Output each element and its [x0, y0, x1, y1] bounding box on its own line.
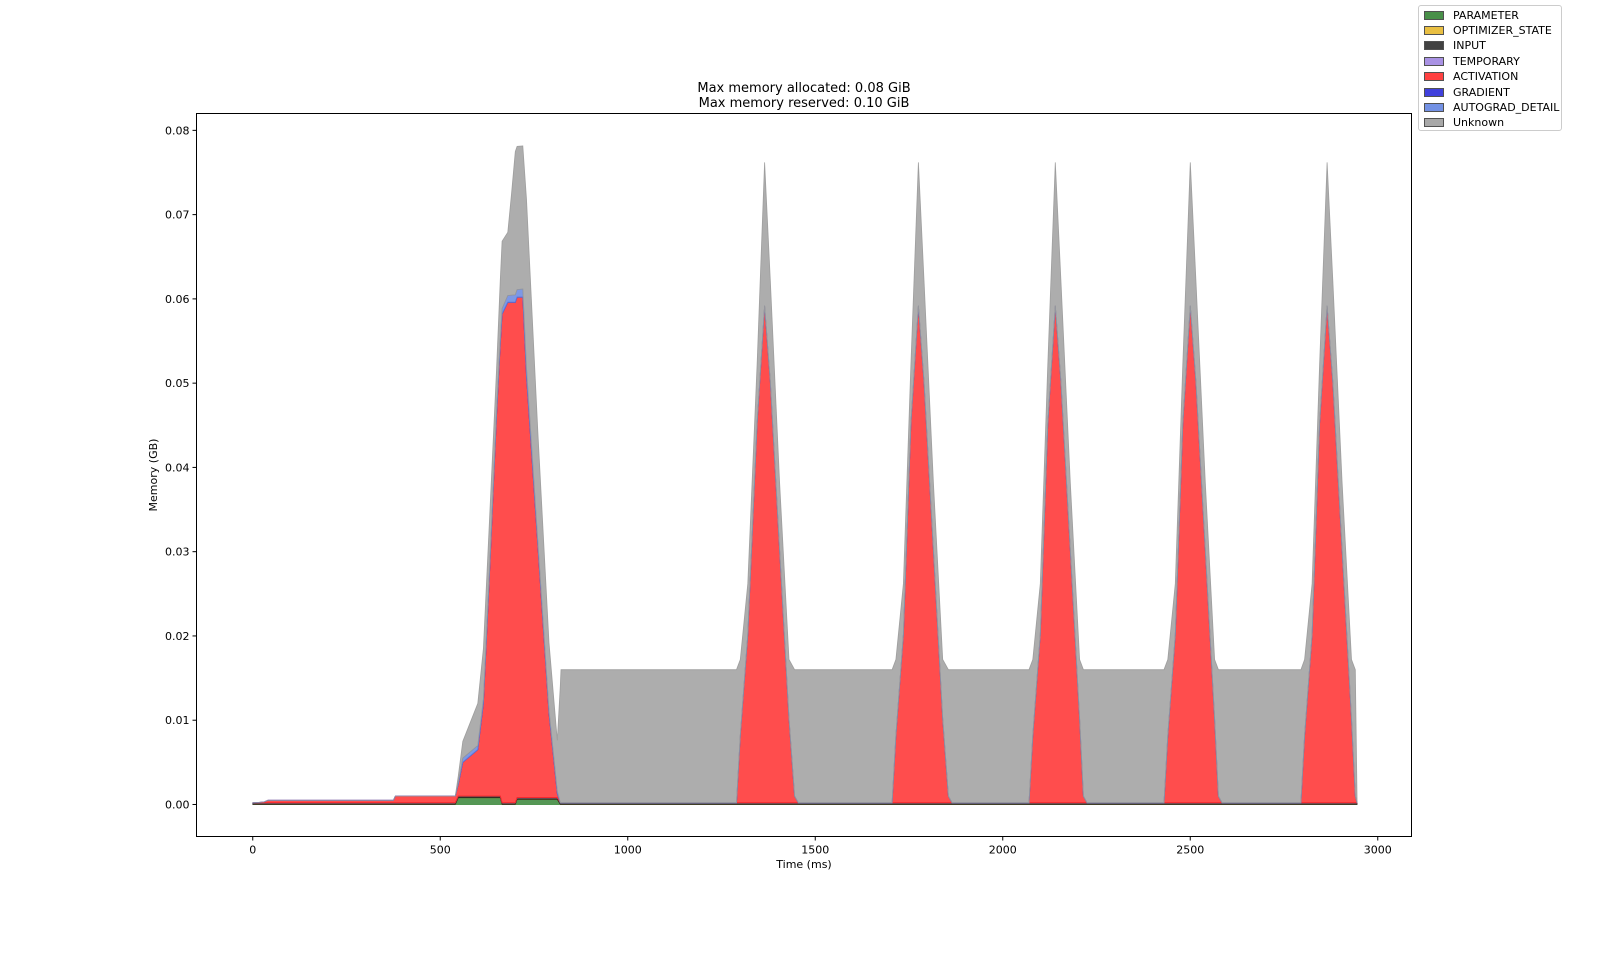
- legend-label: TEMPORARY: [1453, 54, 1520, 68]
- legend-label: Unknown: [1453, 116, 1505, 130]
- y-tick-label: 0.08: [165, 124, 190, 137]
- legend-swatch: [1424, 87, 1444, 97]
- y-tick-label: 0.05: [165, 377, 190, 390]
- legend-label: PARAMETER: [1453, 8, 1519, 22]
- chart-title-allocated: Max memory allocated: 0.08 GiB: [697, 81, 911, 96]
- y-tick-label: 0.06: [165, 293, 190, 306]
- x-axis-title: Time (ms): [775, 858, 831, 871]
- legend-swatch: [1424, 72, 1444, 82]
- x-tick-label: 3000: [1364, 844, 1392, 857]
- y-axis-ticks: 0.00 0.01 0.02 0.03 0.04 0.05 0.06 0.07 0.08: [165, 124, 197, 811]
- x-tick-label: 1000: [614, 844, 642, 857]
- y-tick-label: 0.02: [165, 630, 190, 643]
- legend-item-parameter: PARAMETER: [1424, 8, 1519, 22]
- legend-swatch: [1424, 102, 1444, 112]
- area-series-unknown: [252, 145, 1358, 804]
- x-tick-label: 0: [249, 844, 256, 857]
- plot-frame: [196, 113, 1412, 837]
- legend-swatch: [1424, 118, 1444, 128]
- legend-swatch: [1424, 41, 1444, 51]
- legend-item-gradient: GRADIENT: [1424, 85, 1510, 99]
- legend-item-optimizer-state: OPTIMIZER_STATE: [1424, 23, 1552, 37]
- legend-item-input: INPUT: [1424, 39, 1486, 53]
- legend-label: OPTIMIZER_STATE: [1453, 23, 1552, 37]
- legend-item-activation: ACTIVATION: [1424, 70, 1518, 84]
- legend-item-autograd-detail: AUTOGRAD_DETAIL: [1424, 100, 1559, 114]
- legend-swatch: [1424, 56, 1444, 66]
- legend-label: GRADIENT: [1453, 85, 1510, 99]
- y-tick-label: 0.01: [165, 714, 190, 727]
- legend-label: INPUT: [1453, 39, 1486, 53]
- legend-label: AUTOGRAD_DETAIL: [1453, 100, 1560, 114]
- x-tick-label: 2500: [1176, 844, 1204, 857]
- y-tick-label: 0.03: [165, 546, 190, 559]
- legend-item-temporary: TEMPORARY: [1424, 54, 1520, 68]
- chart-title-reserved: Max memory reserved: 0.10 GiB: [698, 96, 910, 111]
- legend-label: ACTIVATION: [1453, 70, 1519, 84]
- y-tick-label: 0.07: [165, 209, 190, 222]
- stacked-area-layers: [252, 145, 1358, 805]
- x-axis-ticks: 0 500 1000 1500 2000 2500 3000: [249, 836, 1392, 857]
- legend-swatch: [1424, 25, 1444, 35]
- y-tick-label: 0.00: [165, 798, 190, 811]
- legend-item-unknown: Unknown: [1424, 116, 1504, 130]
- x-tick-label: 1500: [801, 844, 829, 857]
- legend: PARAMETER OPTIMIZER_STATE INPUT TEMPORARY AC…: [1418, 5, 1562, 131]
- y-axis-title: Memory (GB): [147, 439, 160, 512]
- x-tick-label: 500: [430, 844, 451, 857]
- x-tick-label: 2000: [989, 844, 1017, 857]
- legend-swatch: [1424, 10, 1444, 20]
- y-tick-label: 0.04: [165, 461, 190, 474]
